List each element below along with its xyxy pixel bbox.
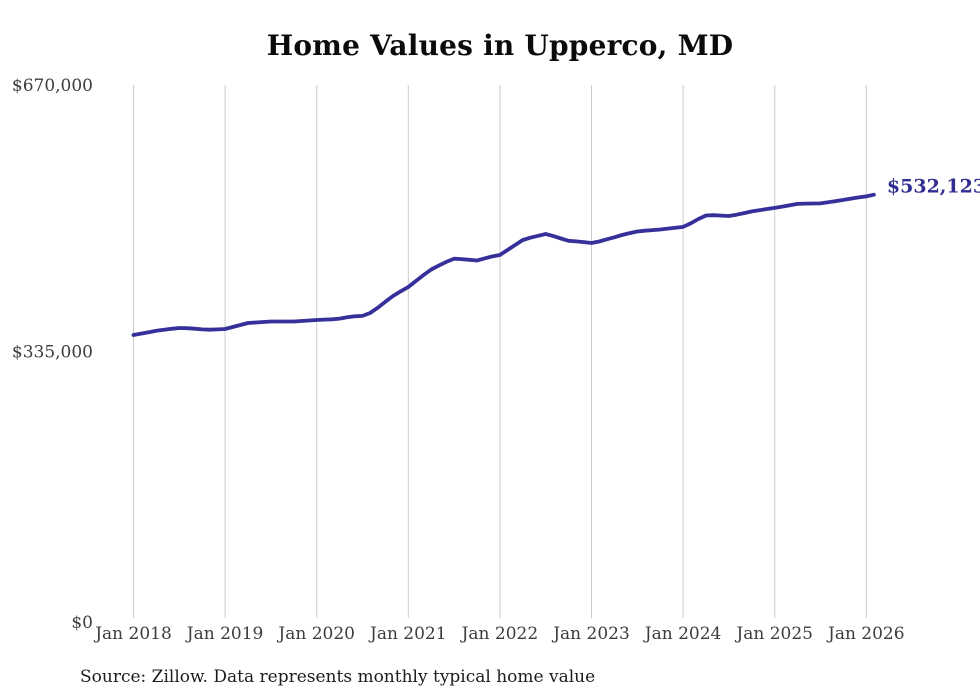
x-tick-label: Jan 2018 xyxy=(93,624,172,644)
x-tick-label: Jan 2023 xyxy=(551,624,630,644)
home-value-line xyxy=(131,192,876,337)
end-value-label: $532,123 xyxy=(887,176,980,198)
chart-title: Home Values in Upperco, MD xyxy=(266,29,734,62)
x-tick-label: Jan 2022 xyxy=(460,624,539,644)
x-tick-label: Jan 2025 xyxy=(734,624,813,644)
y-tick-label: $335,000 xyxy=(12,343,93,363)
source-note: Source: Zillow. Data represents monthly … xyxy=(80,667,596,687)
x-tick-label: Jan 2021 xyxy=(368,624,447,644)
x-tick-label: Jan 2024 xyxy=(643,624,722,644)
x-tick-label: Jan 2019 xyxy=(185,624,264,644)
x-tick-label: Jan 2026 xyxy=(826,624,905,644)
y-tick-label: $670,000 xyxy=(12,76,93,96)
x-tick-label: Jan 2020 xyxy=(276,624,355,644)
y-tick-label: $0 xyxy=(71,613,93,633)
